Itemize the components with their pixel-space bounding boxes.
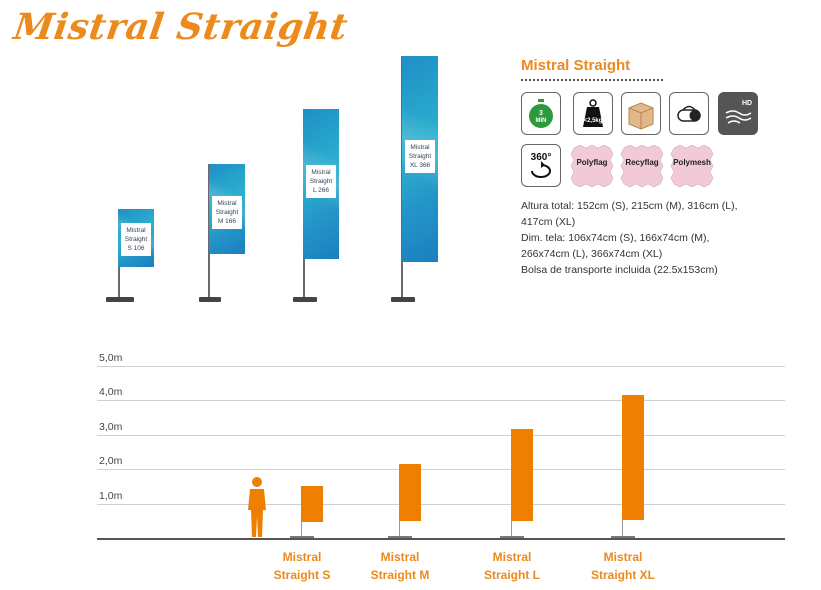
x-tick-label-line: Mistral <box>282 550 322 564</box>
hd-print-icon: HD <box>718 92 758 135</box>
rotation-360-icon: 360° <box>521 144 561 187</box>
title-divider <box>521 79 663 81</box>
bar-4 <box>622 394 644 521</box>
svg-text:<2,5kg: <2,5kg <box>584 118 603 124</box>
fabric-badge-polymesh: Polymesh <box>670 144 714 188</box>
assembly-time-icon: 3 MIN <box>521 92 561 135</box>
flag-base <box>106 297 134 302</box>
spec-line: 266x74cm (L), 366x74cm (XL) <box>521 248 663 260</box>
x-tick-label-line: Straight XL <box>590 568 655 582</box>
x-category-label: Mistral Straight L <box>457 548 567 584</box>
bar-foot <box>500 536 524 538</box>
x-tick-label-line: Mistral <box>603 550 643 564</box>
y-tick-label: 3,0m <box>99 420 123 433</box>
y-tick-label: 4,0m <box>99 386 123 399</box>
svg-text:HD: HD <box>742 100 752 107</box>
chart-baseline <box>97 538 785 540</box>
fabric-label: Polymesh <box>673 158 711 167</box>
x-category-label: Mistral Straight M <box>345 548 455 584</box>
packaging-box-icon <box>621 92 661 135</box>
flag-label: Mistral Straight L 266 <box>306 165 336 198</box>
flag-label: Mistral Straight M 166 <box>212 196 242 229</box>
svg-text:360°: 360° <box>531 152 552 163</box>
flag-s-image: Mistral Straight S 106 <box>118 209 154 267</box>
fabric-badge-polyflag: Polyflag <box>570 144 614 188</box>
flag-l-image: Mistral Straight L 266 <box>303 109 339 259</box>
x-tick-label-line: Mistral <box>492 550 532 564</box>
bar-3 <box>511 429 533 521</box>
x-category-label: Mistral Straight S <box>247 548 357 584</box>
flag-label: Mistral Straight S 106 <box>121 223 151 256</box>
gridline <box>97 503 785 505</box>
x-tick-label-line: Straight L <box>484 568 540 582</box>
gridline <box>97 366 785 367</box>
bar-2 <box>399 464 421 522</box>
fabric-badge-recyflag: Recyflag <box>620 144 664 188</box>
product-title: Mistral Straight <box>521 57 631 74</box>
carry-bag-icon <box>669 92 709 135</box>
fabric-label: Polyflag <box>576 158 608 167</box>
bar-1 <box>301 485 323 523</box>
gridline <box>97 400 785 402</box>
fabric-label: Recyflag <box>625 158 659 167</box>
spec-line: 417cm (XL) <box>521 216 576 228</box>
x-tick-label-line: Mistral <box>380 550 420 564</box>
x-tick-label-line: Straight M <box>370 568 430 582</box>
flag-m-image: Mistral Straight M 166 <box>209 164 245 254</box>
bar-foot <box>290 536 314 538</box>
y-tick-label: 5,0m <box>99 352 123 364</box>
spec-line: Dim. tela: 106x74cm (S), 166x74cm (M), <box>521 232 710 244</box>
svg-text:3: 3 <box>539 110 543 117</box>
y-tick-label: 2,0m <box>99 455 123 468</box>
bar-foot <box>611 536 635 538</box>
flag-base <box>199 297 221 302</box>
weight-icon: <2,5kg <box>573 92 613 135</box>
flag-label: Mistral Straight XL 366 <box>405 140 435 173</box>
flag-base <box>293 297 317 302</box>
specifications: Altura total: 152cm (S), 215cm (M), 316c… <box>521 198 791 278</box>
person-silhouette-icon <box>248 477 266 537</box>
svg-text:MIN: MIN <box>536 118 547 124</box>
spec-line: Altura total: 152cm (S), 215cm (M), 316c… <box>521 200 738 212</box>
gridline <box>97 469 785 471</box>
x-category-label: Mistral Straight XL <box>568 548 678 584</box>
spec-line: Bolsa de transporte incluida (22.5x153cm… <box>521 264 718 276</box>
flag-xl-image: Mistral Straight XL 366 <box>402 56 438 262</box>
flag-base <box>391 297 415 302</box>
bar-foot <box>388 536 412 538</box>
y-tick-label: 1,0m <box>99 489 123 502</box>
gridline <box>97 434 785 436</box>
x-tick-label-line: Straight S <box>273 568 331 582</box>
